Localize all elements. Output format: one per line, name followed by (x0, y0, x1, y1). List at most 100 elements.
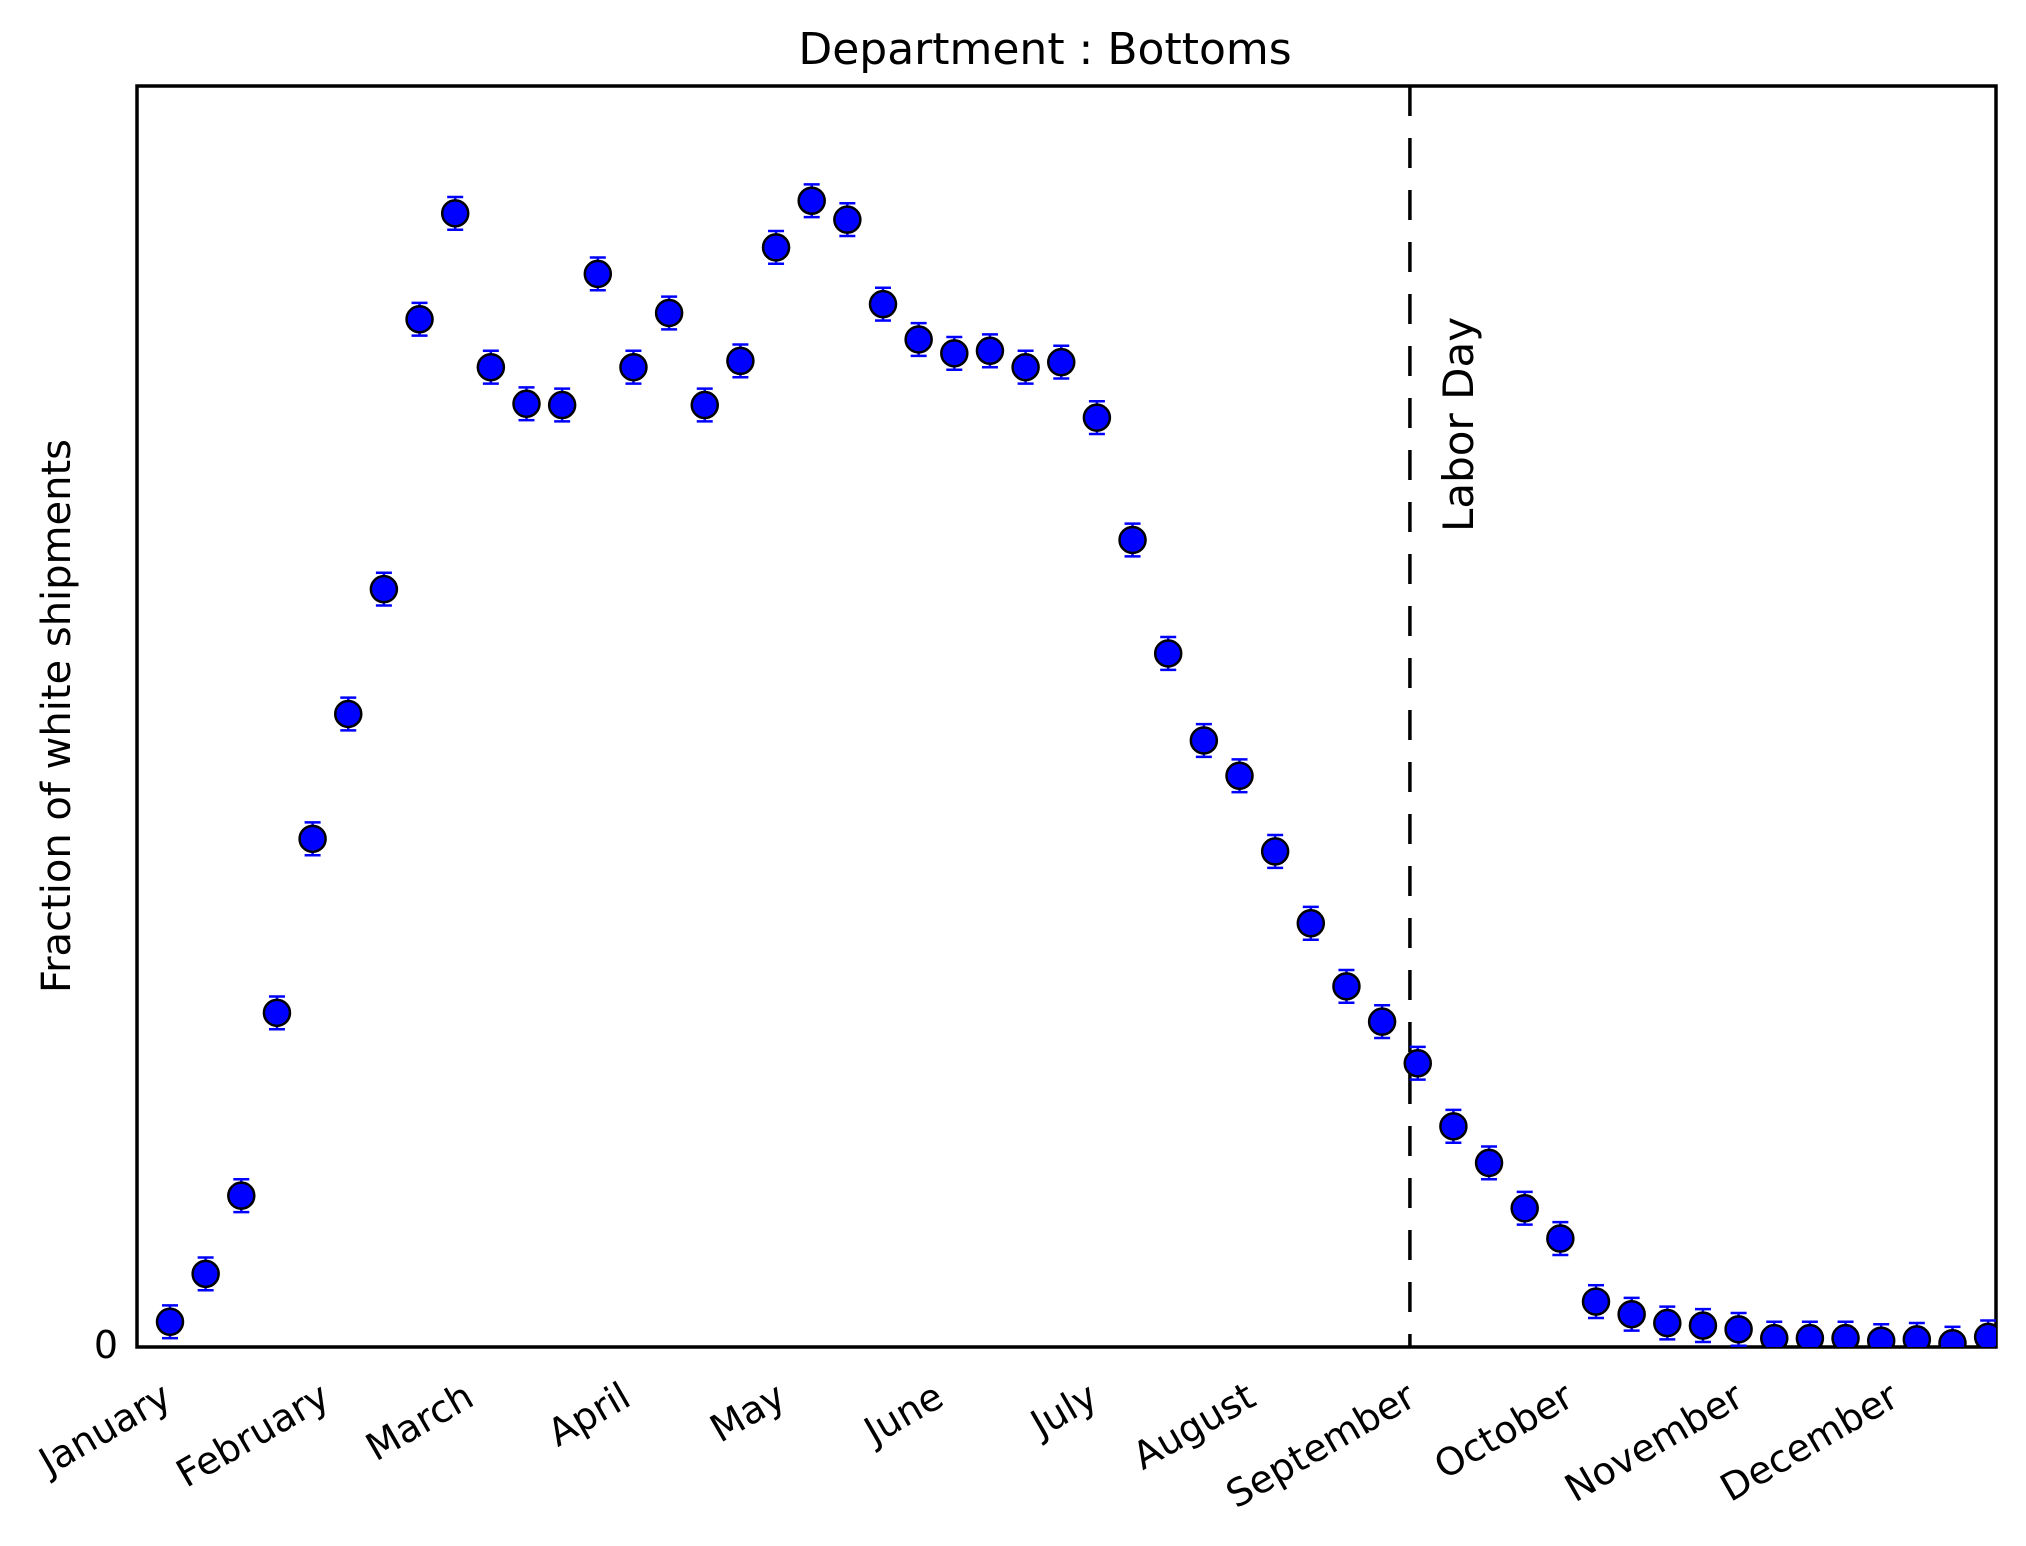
marker (334, 699, 363, 729)
marker (1189, 726, 1219, 755)
data-point (1296, 905, 1326, 941)
marker (1011, 352, 1040, 382)
marker (298, 824, 327, 854)
data-point (1688, 1307, 1718, 1344)
marker (1047, 347, 1076, 377)
x-tick-label-july: July (1022, 1374, 1105, 1447)
marker (1795, 1323, 1825, 1347)
data-point (1118, 522, 1147, 558)
data-point (833, 202, 862, 238)
data-point (868, 286, 898, 322)
data-point (654, 295, 684, 331)
marker (583, 259, 613, 289)
data-point (1047, 344, 1076, 380)
data-point (690, 387, 719, 423)
marker (1724, 1315, 1753, 1344)
data-point (547, 387, 577, 423)
x-tick-label-december: December (1713, 1374, 1906, 1511)
marker (1225, 761, 1254, 791)
marker (512, 389, 541, 419)
marker (654, 298, 684, 328)
x-tick-label-march: March (358, 1374, 480, 1470)
data-point (191, 1256, 220, 1292)
marker (1617, 1299, 1646, 1329)
data-point (262, 995, 292, 1031)
marker (1688, 1311, 1718, 1340)
marker (1082, 403, 1112, 432)
marker (868, 289, 898, 319)
marker (761, 233, 791, 262)
chart-title: Department : Bottoms (798, 24, 1291, 75)
data-point (1082, 400, 1112, 436)
data-point (761, 229, 791, 266)
marker (1260, 837, 1290, 866)
marker (440, 199, 470, 228)
x-tick-label-may: May (703, 1374, 793, 1451)
data-point (1795, 1320, 1825, 1347)
data-point (1902, 1321, 1932, 1347)
data-point (1581, 1283, 1611, 1320)
data-point (1403, 1045, 1432, 1081)
data-point (1653, 1305, 1682, 1341)
marker (690, 390, 719, 420)
data-point (1225, 758, 1254, 794)
data-point (1866, 1323, 1896, 1347)
marker (1581, 1287, 1611, 1316)
x-tick-label-october: October (1427, 1374, 1581, 1488)
marker (547, 390, 577, 420)
marker (1332, 972, 1361, 1001)
marker (726, 346, 755, 376)
data-point (334, 696, 363, 732)
data-point (619, 349, 648, 385)
marker (1938, 1328, 1967, 1347)
data-point (1510, 1190, 1539, 1226)
data-point (1367, 1004, 1397, 1040)
y-tick-label-zero: 0 (94, 1323, 118, 1367)
data-point (155, 1304, 185, 1340)
marker (1653, 1308, 1682, 1338)
marker (1902, 1325, 1932, 1347)
data-point (1617, 1296, 1646, 1332)
data-point (1938, 1325, 1967, 1347)
marker (1546, 1224, 1575, 1253)
marker (1439, 1112, 1468, 1141)
marker (405, 305, 434, 334)
x-tick-label-august: August (1125, 1374, 1262, 1479)
data-point (975, 333, 1005, 369)
marker (476, 352, 506, 382)
marker (1866, 1326, 1896, 1347)
x-tick-label-april: April (540, 1374, 637, 1456)
marker (369, 574, 399, 604)
data-point (1973, 1319, 1996, 1347)
data-point (1474, 1145, 1504, 1181)
data-point (1831, 1320, 1860, 1347)
y-axis-label: Fraction of white shipments (34, 439, 80, 993)
data-point (904, 321, 933, 358)
marker (1153, 639, 1183, 668)
marker (1973, 1322, 1996, 1347)
marker (833, 205, 862, 234)
marker (1831, 1323, 1860, 1347)
marker (1367, 1007, 1397, 1036)
data-point (1332, 968, 1361, 1004)
marker (1296, 909, 1326, 938)
marker (904, 325, 933, 354)
marker (1760, 1323, 1789, 1347)
labor-day-label: Labor Day (1434, 317, 1483, 532)
data-point (405, 301, 434, 337)
data-point (1189, 722, 1219, 759)
plot-frame (135, 84, 1998, 1349)
x-tick-label-june: June (855, 1374, 950, 1454)
data-point (940, 335, 969, 371)
data-point (1439, 1108, 1468, 1144)
marker (1403, 1049, 1432, 1078)
marker (940, 339, 969, 368)
marker (1510, 1194, 1539, 1223)
marker (975, 336, 1005, 366)
data-point (1546, 1220, 1575, 1257)
data-point (1260, 833, 1290, 870)
data-point (1760, 1320, 1789, 1347)
